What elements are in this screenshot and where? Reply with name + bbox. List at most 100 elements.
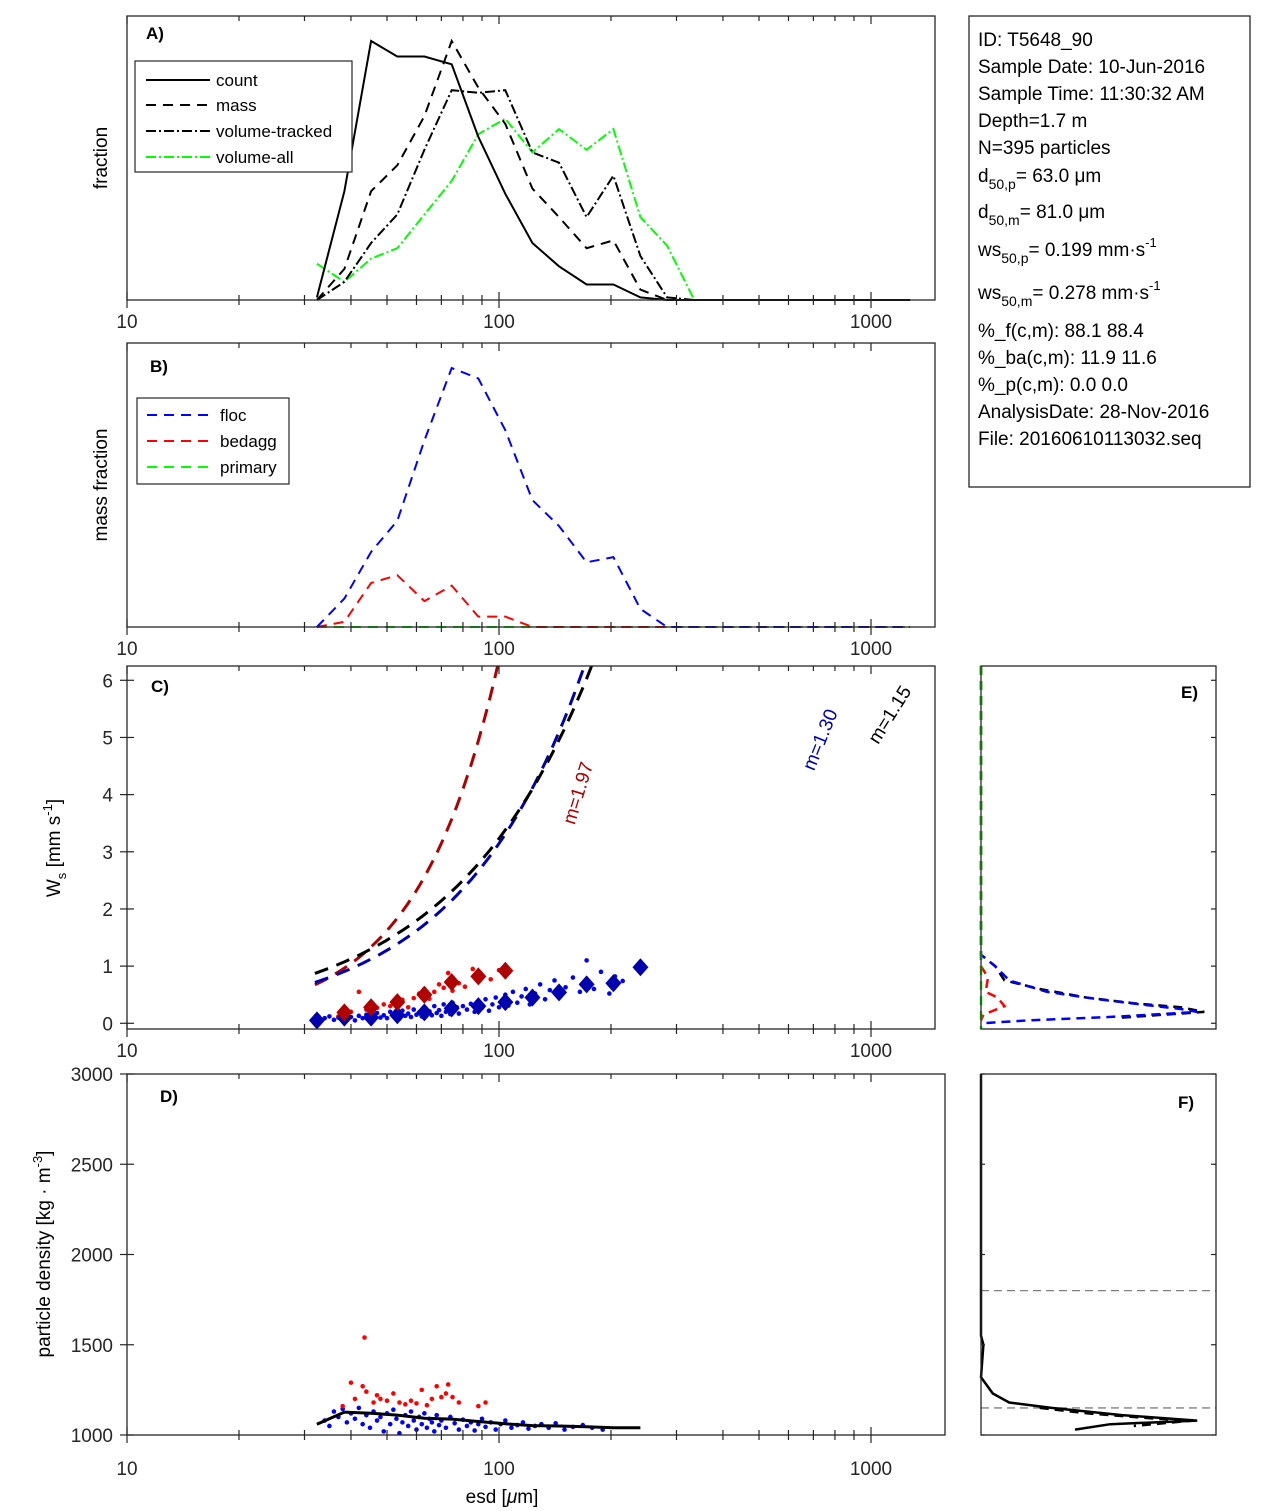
bin-mean-floc <box>443 999 460 1018</box>
panel-c-ytick-label: 4 <box>102 786 113 807</box>
bin-mean-bedagg <box>336 1003 353 1022</box>
scatter-point-bedagg <box>456 1400 462 1405</box>
scatter-point-floc <box>591 986 597 992</box>
panel-c-plot <box>308 666 649 1029</box>
scatter-point-floc <box>510 989 516 995</box>
info-main: d <box>978 202 989 223</box>
bin-mean-bedagg <box>497 961 514 980</box>
xlabel-pre: esd [ <box>466 1487 508 1508</box>
scatter-point-floc <box>515 1000 520 1006</box>
scatter-point-floc <box>577 989 583 995</box>
panel-b-xtick-label: 1000 <box>850 639 892 660</box>
scatter-point-bedagg <box>414 1401 419 1406</box>
scatter-point-floc <box>607 991 612 996</box>
info-box-frame <box>968 15 1251 488</box>
ylabel-rest: [mm s <box>44 816 65 873</box>
info-box: ID: T5648_90 Sample Date: 10-Jun-2016 Samp… <box>968 15 1251 488</box>
panel-c-ytick-label: 6 <box>102 671 113 692</box>
panel-d-ytick-label: 1500 <box>71 1336 113 1357</box>
info-rest: = 63.0 μm <box>1016 166 1101 187</box>
info-line: %_ba(c,m): 11.9 11.6 <box>978 348 1157 369</box>
panel-d-plot <box>316 1335 641 1436</box>
bin-mean-floc <box>308 1011 325 1029</box>
scatter-point-floc <box>344 1420 350 1425</box>
scatter-point-floc <box>490 1002 495 1007</box>
panel-a-label: A) <box>146 24 164 43</box>
scatter-point-floc <box>456 1427 462 1432</box>
info-line: Sample Date: 10-Jun-2016 <box>978 57 1205 78</box>
panel-b-legend: floc bedagg primary <box>136 397 290 485</box>
bin-mean-floc <box>578 975 595 994</box>
bin-mean-floc <box>605 974 622 993</box>
fit-label-fit-bedagg: m=1.97 <box>559 760 598 827</box>
scatter-point-floc <box>391 1407 396 1413</box>
scatter-point-floc <box>436 1007 442 1013</box>
bin-mean-floc <box>632 958 649 977</box>
scatter-point-floc <box>537 982 543 987</box>
scatter-point-floc <box>486 1008 492 1014</box>
scatter-point-bedagg <box>436 982 442 987</box>
panel-c-ytick-label: 5 <box>102 728 113 749</box>
scatter-point-floc <box>419 1421 425 1427</box>
scatter-point-floc <box>570 975 576 980</box>
info-main: d <box>978 166 989 187</box>
scatter-point-floc <box>331 1409 337 1414</box>
info-line: ws50,p= 0.199 mm·s-1 <box>977 235 1157 266</box>
bin-mean-floc <box>363 1008 380 1027</box>
bin-mean-bedagg <box>389 993 406 1012</box>
panel-e-ticks <box>1211 679 1216 1024</box>
scatter-point-bedagg <box>441 985 446 991</box>
scatter-point-floc <box>381 1429 387 1434</box>
legend-label-mass: mass <box>216 96 257 115</box>
panel-c-frame <box>126 665 936 1030</box>
scatter-point-floc <box>483 1424 488 1430</box>
scatter-point-bedagg <box>381 1002 387 1007</box>
scatter-point-bedagg <box>476 1403 481 1409</box>
info-line: d50,p= 63.0 μm <box>978 166 1101 192</box>
scatter-point-floc <box>493 995 499 1000</box>
scatter-point-floc <box>479 1416 485 1422</box>
info-line: ws50,m= 0.278 mm·s-1 <box>977 278 1161 309</box>
bin-mean-floc <box>551 983 568 1002</box>
info-sub: 50,m <box>989 212 1020 228</box>
info-line: Sample Time: 11:30:32 AM <box>978 84 1205 105</box>
legend-label-floc: floc <box>220 406 247 425</box>
scatter-point-floc <box>483 996 488 1002</box>
panel-c-ytick-label: 2 <box>102 900 113 921</box>
series-floc <box>316 366 911 628</box>
scatter-point-bedagg <box>371 1400 376 1405</box>
panel-a-ticks: 10 100 1000 <box>116 16 892 333</box>
scatter-point-floc <box>374 1418 380 1423</box>
scatter-point-bedagg <box>445 1382 451 1387</box>
scatter-point-bedagg <box>419 1387 425 1393</box>
xlabel-post: m] <box>517 1487 538 1508</box>
scatter-point-floc <box>422 1411 427 1416</box>
bin-mean-floc <box>416 1003 433 1022</box>
profile-floc <box>979 666 1198 1025</box>
scatter-point-floc <box>387 1421 393 1427</box>
bin-mean-bedagg <box>470 967 487 986</box>
scatter-point-bedagg <box>429 1396 435 1402</box>
panel-e: E) <box>979 665 1217 1030</box>
panel-d-xtick-label: 1000 <box>850 1459 892 1480</box>
scatter-point-bedagg <box>483 1400 488 1405</box>
scatter-point-floc <box>509 1425 514 1431</box>
scatter-point-floc <box>434 1412 439 1418</box>
scatter-point-floc <box>519 994 524 999</box>
scatter-point-bedagg <box>439 1394 444 1400</box>
bin-mean-bedagg <box>416 985 433 1004</box>
panel-f-label: F) <box>1178 1093 1194 1112</box>
legend-box <box>136 397 290 485</box>
info-line: %_f(c,m): 88.1 88.4 <box>978 321 1144 342</box>
scatter-point-floc <box>408 1409 414 1414</box>
profile-density-floc <box>1039 1406 1193 1428</box>
panel-a-ylabel: fraction <box>91 127 112 189</box>
info-line: File: 20160610113032.seq <box>978 429 1202 450</box>
scatter-point-bedagg <box>424 1402 430 1408</box>
scatter-point-bedagg <box>405 1004 411 1010</box>
info-sub: 50,m <box>1001 293 1032 309</box>
scatter-point-floc <box>452 1420 457 1426</box>
scatter-point-floc <box>496 1004 502 1010</box>
panel-c-label: C) <box>151 677 169 696</box>
panel-c-xtick-label: 100 <box>483 1041 515 1062</box>
